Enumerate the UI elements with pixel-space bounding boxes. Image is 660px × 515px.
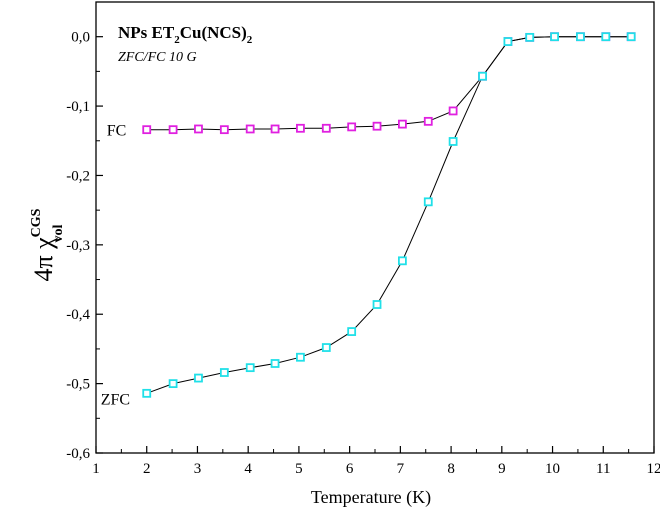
data-point-zfc bbox=[397, 256, 407, 266]
data-point-zfc bbox=[245, 363, 255, 373]
data-point-zfc bbox=[626, 32, 636, 42]
chart-title-block: NPs ET2Cu(NCS)2 ZFC/FC 10 G bbox=[118, 23, 253, 65]
data-point-fc bbox=[142, 125, 152, 135]
data-point-zfc bbox=[550, 32, 559, 42]
x-tick-label: 10 bbox=[545, 461, 560, 477]
data-point-fc bbox=[321, 123, 331, 133]
plot-area-frame bbox=[95, 1, 655, 454]
data-point-zfc bbox=[372, 300, 382, 309]
series-lines bbox=[146, 36, 632, 394]
data-point-zfc bbox=[576, 32, 585, 42]
y-axis-title: 4π χCGS vol bbox=[29, 208, 66, 281]
x-tick-label: 9 bbox=[498, 461, 506, 477]
data-point-zfc bbox=[347, 327, 357, 336]
data-point-fc bbox=[448, 106, 458, 116]
y-tick-label: -0,2 bbox=[66, 168, 90, 184]
data-point-fc bbox=[168, 125, 178, 135]
series-label-fc: FC bbox=[107, 123, 127, 140]
data-point-zfc bbox=[296, 352, 305, 362]
x-tick-label: 4 bbox=[244, 461, 252, 477]
x-tick-label: 11 bbox=[596, 461, 610, 477]
data-point-zfc bbox=[525, 32, 535, 42]
series-markers bbox=[142, 32, 636, 398]
x-tick-label: 1 bbox=[92, 461, 100, 477]
x-tick-label: 5 bbox=[295, 461, 303, 477]
data-point-fc bbox=[219, 125, 229, 135]
data-point-fc bbox=[347, 122, 357, 132]
chart-subtitle: ZFC/FC 10 G bbox=[118, 50, 197, 65]
x-tick-label: 8 bbox=[447, 461, 455, 477]
data-point-zfc bbox=[478, 71, 487, 81]
y-tick-label: 0,0 bbox=[71, 30, 90, 46]
data-point-zfc bbox=[194, 373, 203, 383]
data-point-zfc bbox=[142, 388, 152, 398]
data-point-zfc bbox=[219, 368, 229, 377]
data-point-fc bbox=[270, 124, 280, 134]
data-point-zfc bbox=[503, 37, 513, 46]
data-point-zfc bbox=[270, 359, 280, 368]
x-tick-label: 6 bbox=[346, 461, 354, 477]
data-point-fc bbox=[397, 119, 407, 129]
x-axis-title: Temperature (K) bbox=[311, 487, 431, 508]
x-tick-label: 3 bbox=[194, 461, 202, 477]
data-point-fc bbox=[245, 124, 255, 134]
data-point-fc bbox=[296, 123, 305, 133]
data-point-fc bbox=[423, 116, 433, 126]
series-line-fc bbox=[146, 36, 632, 131]
y-tick-label: -0,6 bbox=[66, 446, 90, 462]
data-point-zfc bbox=[168, 379, 178, 389]
data-point-fc bbox=[372, 121, 382, 131]
chart-title: NPs ET2Cu(NCS)2 bbox=[118, 23, 253, 46]
series-label-zfc: ZFC bbox=[101, 391, 130, 408]
x-tick-label: 2 bbox=[143, 461, 151, 477]
data-point-fc bbox=[194, 124, 203, 134]
data-point-zfc bbox=[601, 32, 611, 42]
y-tick-label: -0,1 bbox=[66, 99, 90, 115]
series-line-zfc bbox=[146, 36, 632, 394]
axis-ticks: 1 2 3 4 5 6 7 8 9 10 11 120,0-0,1-0,2-0,3-0,4-0,5-0… bbox=[66, 1, 660, 477]
x-tick-label: 7 bbox=[397, 461, 405, 477]
y-tick-label: -0,3 bbox=[66, 238, 90, 254]
x-tick-label: 12 bbox=[647, 461, 660, 477]
y-tick-label: -0,4 bbox=[66, 307, 90, 323]
data-point-zfc bbox=[423, 197, 433, 207]
data-point-zfc bbox=[448, 137, 458, 146]
data-point-zfc bbox=[321, 343, 331, 352]
y-tick-label: -0,5 bbox=[66, 377, 90, 393]
